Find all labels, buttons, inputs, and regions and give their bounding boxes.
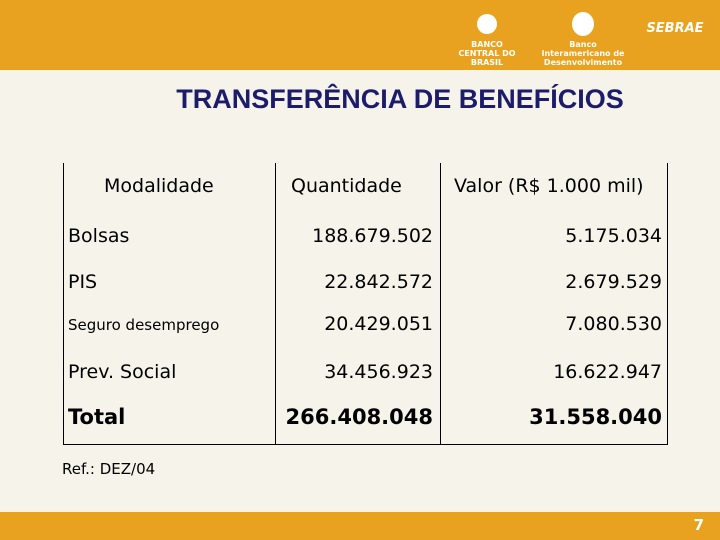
header-band: BANCO CENTRAL DO BRASIL Banco Interameri… xyxy=(0,0,720,70)
logo-icon xyxy=(477,14,497,34)
logo-icon xyxy=(572,12,594,36)
cell-quantity: 34.456.923 xyxy=(324,361,433,383)
row-label: Prev. Social xyxy=(68,361,177,383)
logo-text: SEBRAE xyxy=(646,21,704,36)
slide-title: TRANSFERÊNCIA DE BENEFÍCIOS xyxy=(176,84,624,114)
cell-value: 5.175.034 xyxy=(565,225,662,247)
row-label: PIS xyxy=(68,271,98,293)
cell-value: 2.679.529 xyxy=(565,271,662,293)
cell-quantity: 266.408.048 xyxy=(285,405,433,429)
cell-quantity: 22.842.572 xyxy=(324,271,433,293)
cell-value: 7.080.530 xyxy=(565,313,662,335)
table: Modalidade Quantidade Valor (R$ 1.000 mil)… xyxy=(63,163,668,445)
logo-text: BANCO CENTRAL DO BRASIL xyxy=(458,40,516,67)
column-header: Quantidade xyxy=(291,175,402,197)
page-number: 7 xyxy=(693,516,704,534)
cell-quantity: 188.679.502 xyxy=(312,225,433,247)
cell-quantity: 20.429.051 xyxy=(324,313,433,335)
row-label: Seguro desemprego xyxy=(68,316,220,334)
cell-value: 31.558.040 xyxy=(529,405,662,429)
table-border xyxy=(275,163,276,445)
column-header: Modalidade xyxy=(104,175,214,197)
table-border xyxy=(440,163,441,445)
cell-value: 16.622.947 xyxy=(553,361,662,383)
row-label: Bolsas xyxy=(68,225,130,247)
column-header: Valor (R$ 1.000 mil) xyxy=(454,175,644,197)
logo-text: Banco Interamericano de Desenvolvimento xyxy=(541,40,625,67)
footer-band: 7 xyxy=(0,512,720,540)
reference-note: Ref.: DEZ/04 xyxy=(62,460,156,478)
row-label: Total xyxy=(68,405,126,429)
